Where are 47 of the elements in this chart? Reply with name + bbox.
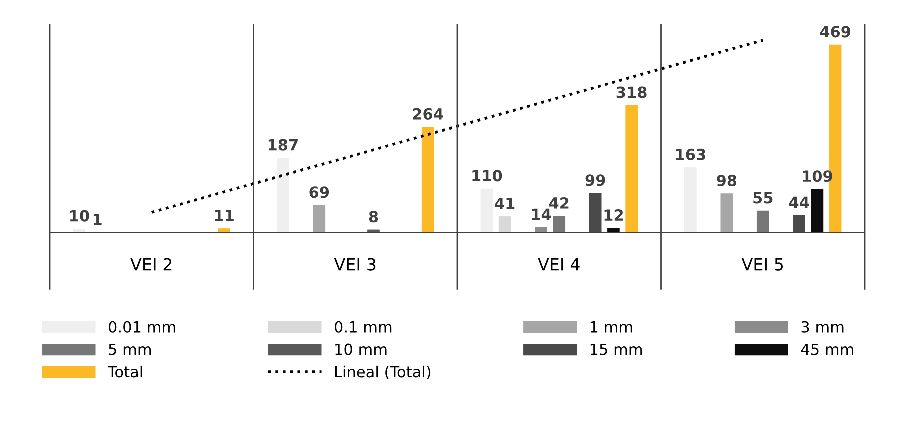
- bar: [480, 188, 494, 233]
- data-label: 98: [717, 174, 737, 187]
- bar: [535, 227, 548, 233]
- x-tick-label: VEI 2: [130, 258, 172, 271]
- bar: [756, 210, 770, 233]
- bar: [608, 228, 620, 233]
- data-label: 1: [94, 214, 102, 226]
- legend-label: 10 mm: [336, 344, 387, 356]
- legend-label: 0.01 mm: [108, 321, 176, 333]
- legend-label: 15 mm: [590, 344, 642, 356]
- x-tick-label: VEI 3: [334, 258, 376, 271]
- bar: [811, 189, 824, 233]
- data-label: 11: [215, 210, 234, 222]
- legend-label: 45 mm: [801, 344, 854, 356]
- data-label: 99: [586, 174, 606, 186]
- data-label: 14: [532, 208, 552, 220]
- bar: [277, 158, 290, 233]
- data-label: 187: [268, 139, 298, 151]
- x-tick-label: VEI 4: [538, 258, 580, 271]
- data-label: 10: [70, 210, 90, 222]
- data-label: 42: [549, 197, 569, 209]
- data-label: 55: [754, 192, 773, 204]
- bar: [218, 228, 230, 233]
- bar: [684, 168, 697, 233]
- data-label: 44: [789, 196, 810, 208]
- bar: [553, 216, 566, 233]
- data-label: 110: [472, 170, 502, 182]
- legend-label: Lineal (Total): [335, 366, 431, 380]
- legend-label: Total: [108, 366, 142, 378]
- x-tick-label: VEI 5: [742, 258, 784, 271]
- data-label: 264: [413, 108, 444, 120]
- legend-label: 1 mm: [590, 322, 632, 333]
- data-label: 8: [369, 211, 378, 223]
- bar: [313, 205, 326, 233]
- bar: [422, 127, 434, 233]
- bar: [498, 216, 512, 233]
- data-label: 163: [676, 148, 706, 160]
- data-label: 69: [310, 186, 330, 198]
- data-label: 41: [495, 198, 515, 210]
- bar: [626, 105, 638, 233]
- bar: [720, 194, 734, 233]
- data-label: 318: [616, 86, 647, 98]
- legend-label: 3 mm: [802, 321, 844, 333]
- legend-label: 0.1 mm: [334, 321, 392, 333]
- legend-label: 5 mm: [109, 344, 152, 356]
- data-label: 469: [820, 26, 851, 38]
- data-label: 12: [604, 210, 624, 221]
